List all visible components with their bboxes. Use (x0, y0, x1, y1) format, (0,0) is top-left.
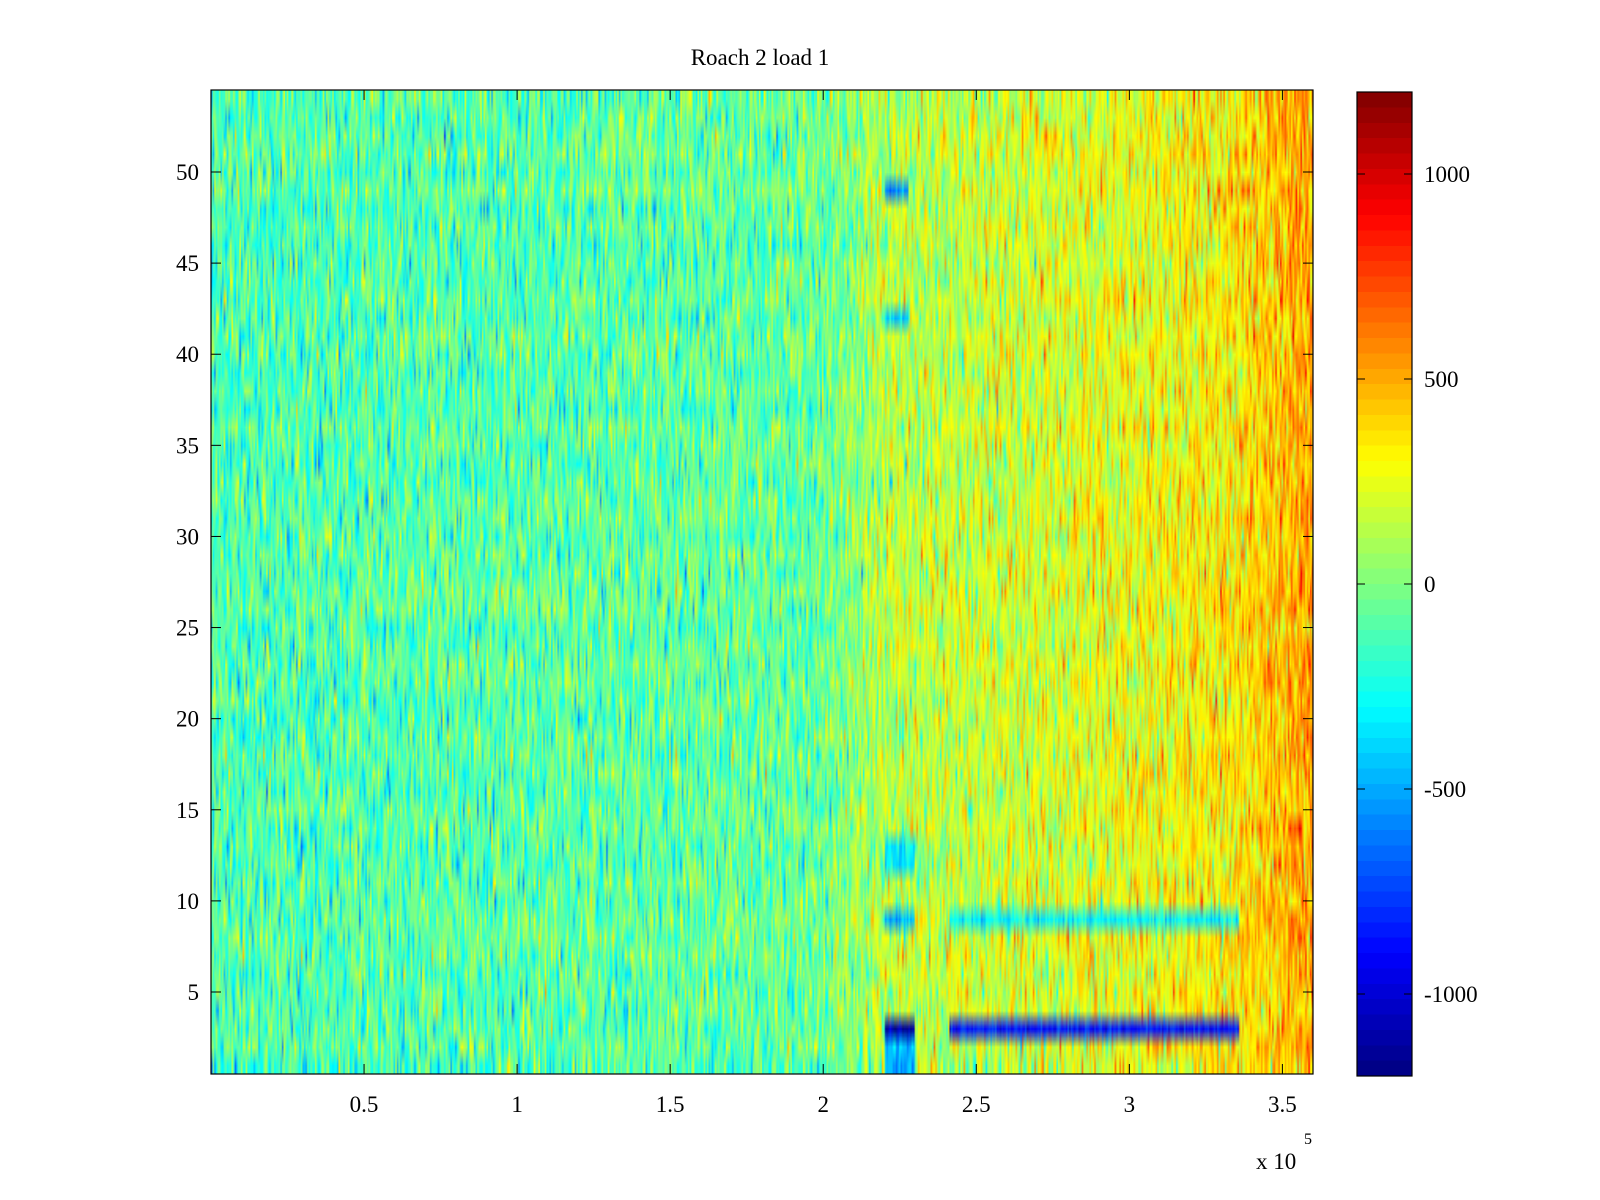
x-axis: 0.5 1 1.5 2 2.5 3 3.5 (350, 90, 1297, 1117)
x-tick-label: 3 (1124, 1092, 1136, 1117)
y-tick-label: 50 (176, 160, 199, 185)
colorbar-tick-label: 1000 (1424, 162, 1470, 187)
x-tick-label: 1.5 (656, 1092, 685, 1117)
x-tick-label: 3.5 (1268, 1092, 1297, 1117)
x-axis-multiplier: x 10 (1256, 1149, 1296, 1174)
y-tick-label: 45 (176, 251, 199, 276)
plot-frame (210, 89, 1314, 1075)
y-tick-label: 30 (176, 524, 199, 549)
heatmap-image (211, 90, 1313, 1074)
y-tick-label: 20 (176, 707, 199, 732)
x-tick-label: 2 (817, 1092, 829, 1117)
x-tick-label: 1 (511, 1092, 523, 1117)
colorbar-ticks: -1000 -500 0 500 1000 (1357, 162, 1478, 1007)
x-axis-multiplier-exponent: 5 (1304, 1131, 1312, 1148)
x-tick-label: 0.5 (350, 1092, 379, 1117)
y-tick-label: 15 (176, 798, 199, 823)
y-axis: 5 10 15 20 25 30 35 40 45 50 (176, 160, 1313, 1005)
y-tick-label: 5 (188, 980, 200, 1005)
colorbar-image (1357, 92, 1412, 1076)
y-tick-label: 40 (176, 342, 199, 367)
colorbar-tick-label: -1000 (1424, 982, 1478, 1007)
colorbar-tick-label: -500 (1424, 777, 1466, 802)
colorbar-tick-label: 0 (1424, 572, 1436, 597)
colorbar-tick-label: 500 (1424, 367, 1459, 392)
y-tick-label: 10 (176, 889, 199, 914)
y-tick-label: 35 (176, 433, 199, 458)
x-tick-label: 2.5 (962, 1092, 991, 1117)
y-tick-label: 25 (176, 616, 199, 641)
chart-title: Roach 2 load 1 (691, 45, 830, 70)
